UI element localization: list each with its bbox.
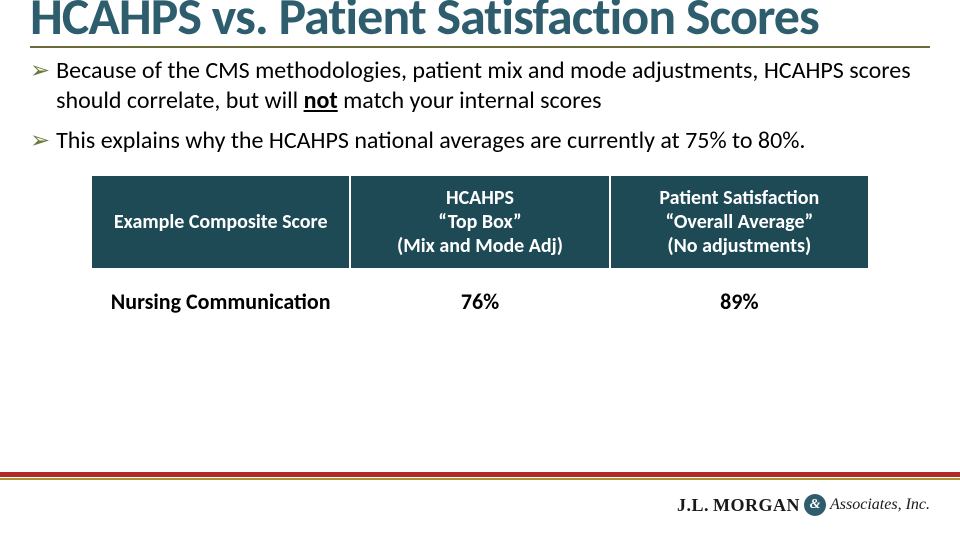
col-header-hcahps: HCAHPS“Top Box”(Mix and Mode Adj): [350, 175, 609, 269]
chevron-right-icon: ➢: [30, 126, 50, 156]
bullet-text: This explains why the HCAHPS national av…: [56, 126, 930, 156]
company-logo: J.L. MORGAN & Associates, Inc.: [677, 494, 930, 516]
comparison-table: Example Composite Score HCAHPS“Top Box”(…: [90, 174, 870, 325]
col-header-patsat: Patient Satisfaction“Overall Average”(No…: [610, 175, 869, 269]
bullet-post: match your internal scores: [338, 86, 602, 115]
bullet-item: ➢ Because of the CMS methodologies, pati…: [30, 56, 930, 116]
cell-patsat-value: 89%: [610, 269, 869, 325]
footer-gold-bar: [0, 478, 960, 480]
logo-morgan: MORGAN: [713, 495, 800, 516]
bullet-item: ➢ This explains why the HCAHPS national …: [30, 126, 930, 156]
cell-hcahps-value: 76%: [350, 269, 609, 325]
bullet-text: Because of the CMS methodologies, patien…: [56, 56, 930, 116]
bullet-emph: not: [304, 86, 338, 115]
cell-composite-name: Nursing Communication: [91, 269, 350, 325]
footer-red-bar: [0, 472, 960, 477]
logo-jl: J.L.: [677, 495, 709, 516]
ampersand-icon: &: [804, 494, 826, 516]
bullet-list: ➢ Because of the CMS methodologies, pati…: [30, 56, 930, 156]
col-header-composite: Example Composite Score: [91, 175, 350, 269]
chevron-right-icon: ➢: [30, 56, 50, 116]
logo-associates: Associates, Inc.: [830, 496, 930, 514]
bullet-pre: This explains why the HCAHPS national av…: [56, 126, 805, 155]
slide-title: HCAHPS vs. Patient Satisfaction Scores: [30, 0, 930, 42]
footer-divider: [0, 472, 960, 480]
table-row: Nursing Communication 76% 89%: [91, 269, 869, 325]
comparison-table-wrap: Example Composite Score HCAHPS“Top Box”(…: [90, 174, 870, 325]
